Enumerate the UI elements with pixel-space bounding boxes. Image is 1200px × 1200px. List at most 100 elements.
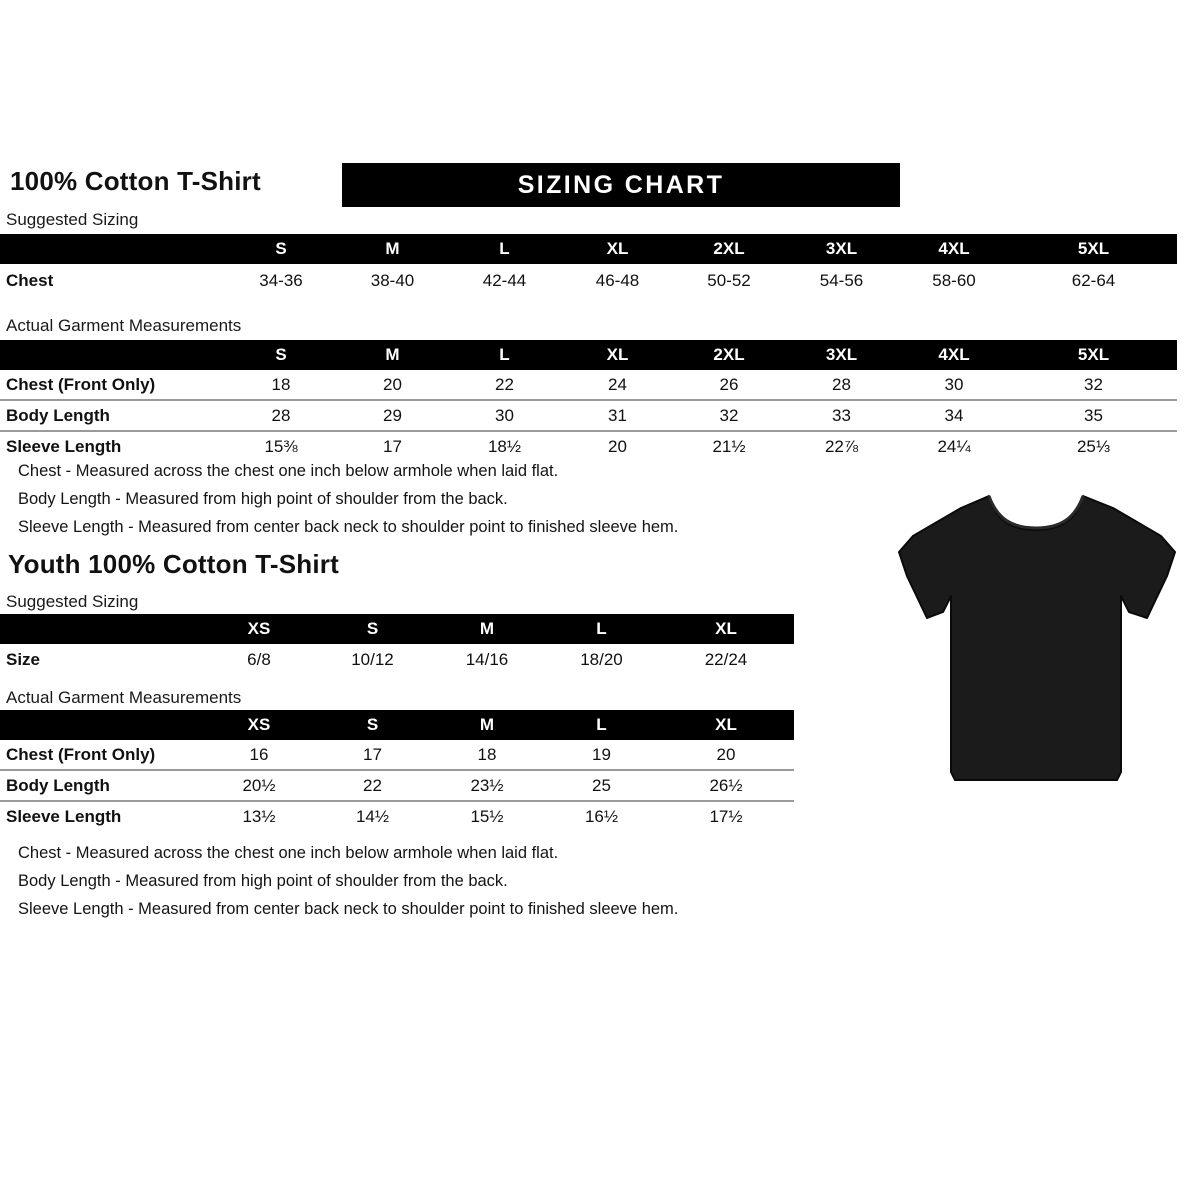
table-cell: 30 bbox=[944, 374, 964, 394]
table-cell: 35 bbox=[1010, 399, 1177, 431]
table-cell: 18 bbox=[271, 374, 291, 394]
table-cell: 15½ bbox=[429, 800, 545, 831]
column-header: S bbox=[275, 239, 287, 258]
table-cell: 22⅞ bbox=[785, 430, 898, 461]
table-cell: 22/24 bbox=[704, 650, 748, 669]
column-header bbox=[0, 710, 202, 740]
adult-measurement-notes: Chest - Measured across the chest one in… bbox=[18, 462, 678, 546]
column-header: XL bbox=[715, 715, 737, 734]
table-cell: 31 bbox=[562, 399, 673, 431]
table-cell: 16 bbox=[249, 744, 269, 764]
column-header: 3XL bbox=[825, 345, 858, 364]
column-header: XL bbox=[606, 345, 629, 364]
black-t-shirt-icon bbox=[898, 495, 1176, 781]
column-header bbox=[0, 234, 224, 264]
column-header: M bbox=[479, 619, 495, 638]
column-header: L bbox=[499, 345, 510, 364]
table-cell: 28 bbox=[832, 374, 851, 394]
row-label: Chest bbox=[6, 271, 54, 290]
table-cell: 17 bbox=[363, 744, 382, 764]
table-cell: 17 bbox=[338, 430, 447, 461]
note-body-length: Body Length - Measured from high point o… bbox=[18, 490, 508, 508]
table-row: Sleeve Length 15⅜ 17 18½ 20 21½ 22⅞ 24¼ … bbox=[0, 430, 1177, 461]
table-cell: 18/20 bbox=[580, 650, 623, 669]
youth-suggested-sizing-table: XS S M L XL Size 6/8 10/12 14/16 18/20 2… bbox=[0, 614, 794, 676]
table-cell: 16½ bbox=[545, 800, 658, 831]
product-image bbox=[885, 472, 1185, 812]
row-label: Body Length bbox=[0, 399, 224, 431]
table-cell: 14½ bbox=[316, 800, 429, 831]
table-cell: 32 bbox=[1084, 374, 1103, 394]
adult-actual-measurements-label: Actual Garment Measurements bbox=[6, 316, 242, 335]
note-sleeve-length: Sleeve Length - Measured from center bac… bbox=[18, 900, 679, 918]
column-header: L bbox=[596, 715, 607, 734]
table-row: Chest (Front Only) 16 17 18 19 20 bbox=[0, 740, 794, 770]
column-header: 5XL bbox=[1077, 345, 1110, 364]
note-chest: Chest - Measured across the chest one in… bbox=[18, 462, 559, 480]
table-cell: 22 bbox=[495, 374, 514, 394]
sizing-chart-banner: SIZING CHART bbox=[342, 163, 900, 207]
table-cell: 20½ bbox=[202, 769, 316, 801]
table-row: Size 6/8 10/12 14/16 18/20 22/24 bbox=[0, 644, 794, 676]
table-cell: 42-44 bbox=[482, 271, 527, 290]
column-header bbox=[0, 340, 224, 370]
table-cell: 38-40 bbox=[370, 271, 415, 290]
table-row: Chest (Front Only) 18 20 22 24 26 28 30 … bbox=[0, 370, 1177, 400]
column-header: 3XL bbox=[825, 239, 858, 258]
table-cell: 18½ bbox=[447, 430, 562, 461]
table-cell: 46-48 bbox=[595, 271, 640, 290]
column-header: 5XL bbox=[1077, 239, 1110, 258]
column-header: M bbox=[385, 239, 400, 258]
row-label: Sleeve Length bbox=[0, 800, 202, 831]
row-label: Size bbox=[6, 650, 41, 669]
table-cell: 22 bbox=[316, 769, 429, 801]
row-label: Sleeve Length bbox=[0, 430, 224, 461]
table-cell: 21½ bbox=[673, 430, 785, 461]
table-cell: 32 bbox=[673, 399, 785, 431]
youth-actual-measurements-table: XS S M L XL Chest (Front Only) 16 17 18 … bbox=[0, 710, 794, 831]
table-row: Body Length 20½ 22 23½ 25 26½ bbox=[0, 769, 794, 801]
table-row: Body Length 28 29 30 31 32 33 34 35 bbox=[0, 399, 1177, 431]
column-header bbox=[0, 614, 202, 644]
table-cell: 54-56 bbox=[819, 271, 864, 290]
column-header: L bbox=[596, 619, 607, 638]
column-header: 4XL bbox=[938, 239, 970, 258]
table-cell: 13½ bbox=[202, 800, 316, 831]
table-cell: 20 bbox=[383, 374, 402, 394]
table-cell: 19 bbox=[592, 744, 611, 764]
column-header: M bbox=[385, 345, 400, 364]
table-cell: 30 bbox=[447, 399, 562, 431]
table-row: Chest 34-36 38-40 42-44 46-48 50-52 54-5… bbox=[0, 264, 1177, 298]
table-cell: 25 bbox=[545, 769, 658, 801]
table-cell: 6/8 bbox=[247, 650, 271, 669]
column-header: 2XL bbox=[713, 345, 745, 364]
table-cell: 25⅓ bbox=[1010, 430, 1177, 461]
column-header: XS bbox=[247, 619, 271, 638]
table-cell: 17½ bbox=[658, 800, 794, 831]
table-cell: 18 bbox=[477, 744, 497, 764]
table-cell: 34 bbox=[898, 399, 1010, 431]
row-label: Chest (Front Only) bbox=[6, 374, 156, 394]
table-cell: 50-52 bbox=[707, 271, 751, 290]
note-chest: Chest - Measured across the chest one in… bbox=[18, 844, 559, 862]
note-sleeve-length: Sleeve Length - Measured from center bac… bbox=[18, 518, 679, 536]
table-cell: 23½ bbox=[429, 769, 545, 801]
table-cell: 10/12 bbox=[351, 650, 394, 669]
table-cell: 28 bbox=[224, 399, 338, 431]
table-cell: 26 bbox=[719, 374, 739, 394]
column-header: 2XL bbox=[713, 239, 745, 258]
column-header: XS bbox=[247, 715, 271, 734]
column-header: S bbox=[275, 345, 287, 364]
adult-actual-measurements-table: S M L XL 2XL 3XL 4XL 5XL Chest (Front On… bbox=[0, 340, 1177, 461]
table-cell: 62-64 bbox=[1071, 271, 1116, 290]
column-header: L bbox=[499, 239, 510, 258]
adult-section-title: 100% Cotton T-Shirt bbox=[10, 166, 261, 196]
table-header-row: XS S M L XL bbox=[0, 710, 794, 740]
column-header: S bbox=[366, 715, 379, 734]
sizing-chart-banner-text: SIZING CHART bbox=[517, 171, 725, 199]
table-header-row: S M L XL 2XL 3XL 4XL 5XL bbox=[0, 340, 1177, 370]
table-cell: 29 bbox=[338, 399, 447, 431]
row-label: Chest (Front Only) bbox=[6, 744, 156, 764]
table-cell: 15⅜ bbox=[224, 430, 338, 461]
